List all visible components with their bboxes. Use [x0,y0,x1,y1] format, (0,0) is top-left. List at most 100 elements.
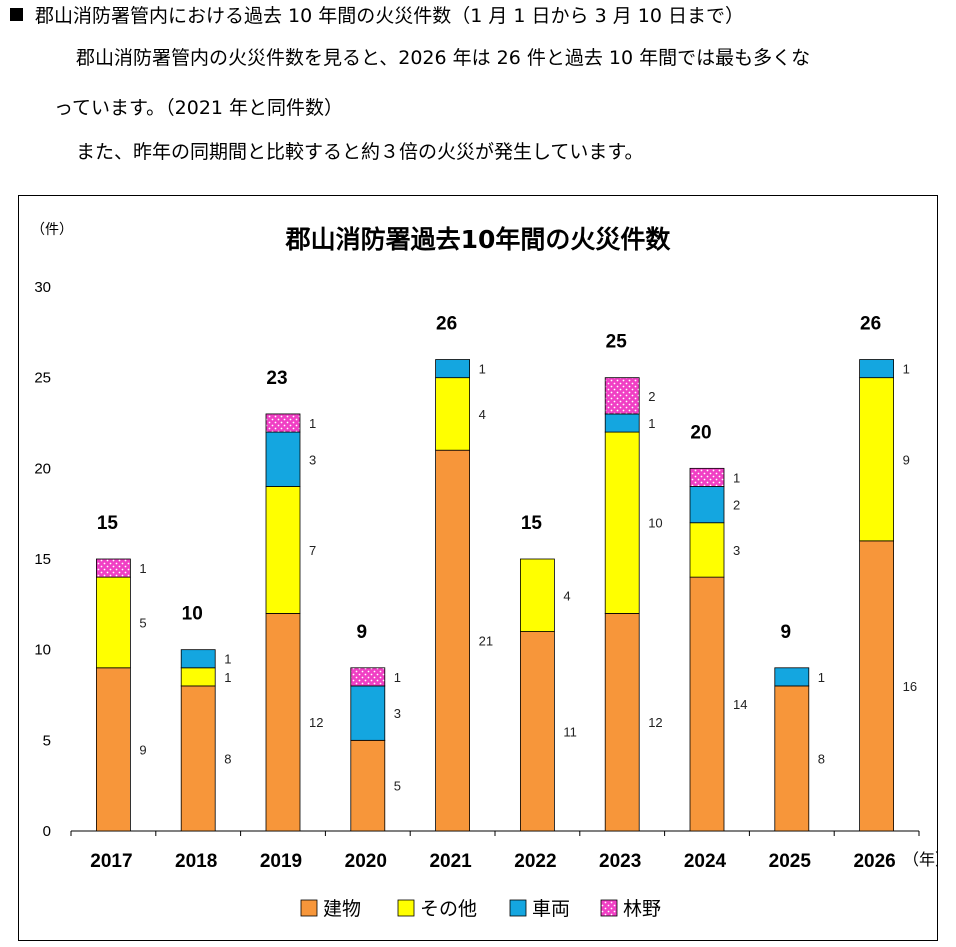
segment-value-label: 10 [648,516,662,531]
bar-segment-その他 [859,377,894,542]
bar-segment-その他 [689,522,725,578]
chart-frame: 郡山消防署過去10年間の火災件数 （件） 0 5 10 15 20 25 30 9 5 1 15 2017… [18,195,938,941]
chart-title: 郡山消防署過去10年間の火災件数 [285,225,672,254]
segment-value-label: 1 [139,561,146,576]
y-axis-unit-label: （件） [31,222,73,238]
bar-total-label: 25 [606,332,628,353]
segment-value-label: 1 [818,670,825,685]
segment-value-label: 21 [479,634,493,649]
segment-value-label: 7 [309,543,316,558]
bar-segment-建物 [689,576,725,832]
segment-value-label: 9 [139,742,146,757]
bar-segment-その他 [96,576,131,669]
segment-value-label: 1 [224,670,231,685]
segment-value-label: 1 [479,362,486,377]
bar-segment-車両 [350,685,386,741]
bar-segment-林野 [265,413,301,433]
bar-segment-建物 [180,685,216,832]
segment-value-label: 1 [309,416,316,431]
bar-segment-車両 [265,431,301,487]
x-category-label: 2019 [260,851,302,872]
bar-segment-車両 [774,667,810,687]
segment-value-label: 1 [733,470,740,485]
paragraph2: また、昨年の同期間と比較すると約３倍の火災が発生しています。 [76,141,644,163]
segment-value-label: 3 [394,706,401,721]
bar-segment-車両 [180,649,216,669]
y-tick-label: 0 [43,823,51,840]
x-category-label: 2022 [514,851,556,872]
square-bullet-icon [10,8,23,21]
x-category-label: 2018 [175,851,217,872]
bar-total-label: 10 [182,604,203,625]
bar-segment-林野 [350,667,386,687]
bar-total-label: 9 [357,622,368,643]
legend-label: 林野 [623,898,661,920]
bar-segment-建物 [774,685,810,832]
segment-value-label: 2 [648,389,655,404]
bar-total-label: 23 [266,368,287,389]
bar-segment-その他 [604,431,640,614]
y-tick-label: 20 [34,460,51,477]
chart: 郡山消防署過去10年間の火災件数（件）051015202530951152017… [31,222,937,920]
segment-value-label: 1 [224,652,231,667]
bar-total-label: 15 [97,513,119,534]
bar-total-label: 26 [436,314,457,335]
bar-segment-林野 [604,377,640,415]
y-tick-label: 30 [34,279,51,296]
segment-value-label: 12 [309,715,323,730]
segment-value-label: 1 [648,416,655,431]
x-category-label: 2020 [345,851,387,872]
segment-value-label: 4 [479,407,486,422]
segment-value-label: 12 [648,715,662,730]
y-tick-label: 15 [34,551,51,568]
heading: 郡山消防署管内における過去 10 年間の火災件数（1 月 1 日から 3 月 1… [10,3,744,29]
paragraph1-line1: 郡山消防署管内の火災件数を見ると、2026 年は 26 件と過去 10 年間では… [76,47,811,69]
bar-total-label: 9 [781,622,792,643]
segment-value-label: 2 [733,498,740,513]
y-tick-label: 10 [34,642,51,659]
bar-segment-建物 [519,631,555,832]
bar-total-label: 15 [521,513,543,534]
bar-segment-その他 [435,377,471,451]
bar-segment-その他 [180,667,216,687]
bar-segment-林野 [689,467,725,487]
segment-value-label: 1 [394,670,401,685]
bar-segment-その他 [265,486,301,614]
bar-segment-建物 [96,667,131,832]
bar-segment-建物 [604,612,640,832]
legend-swatch-その他 [397,899,415,917]
heading-text: 郡山消防署管内における過去 10 年間の火災件数（1 月 1 日から 3 月 1… [35,5,744,27]
segment-value-label: 14 [733,697,747,712]
segment-value-label: 3 [309,452,316,467]
y-tick-label: 25 [34,370,51,387]
x-category-label: 2017 [90,851,132,872]
bar-segment-その他 [519,558,555,632]
legend-label: 建物 [323,898,361,920]
segment-value-label: 8 [818,751,825,766]
legend-swatch-建物 [300,899,318,917]
x-category-label: 2025 [769,851,812,872]
bar-segment-建物 [859,540,894,832]
legend-swatch-車両 [509,899,527,917]
bar-segment-建物 [265,612,301,832]
segment-value-label: 4 [563,588,570,603]
segment-value-label: 5 [139,615,146,630]
bar-total-label: 20 [690,422,711,443]
segment-value-label: 8 [224,751,231,766]
legend-label: その他 [420,898,477,920]
segment-value-label: 16 [903,679,917,694]
x-category-label: 2023 [599,851,641,872]
segment-value-label: 9 [903,452,910,467]
legend-label: 車両 [532,898,570,920]
segment-value-label: 11 [563,724,577,739]
bar-segment-車両 [689,486,725,524]
x-category-label: 2026 [853,851,895,872]
bar-segment-建物 [435,449,471,832]
bar-segment-林野 [96,558,131,578]
segment-value-label: 3 [733,543,740,558]
y-tick-label: 5 [43,732,51,749]
bar-segment-車両 [604,413,640,433]
bar-segment-車両 [859,359,894,379]
x-category-label: 2021 [429,851,472,872]
x-category-label: 2024 [684,851,727,872]
